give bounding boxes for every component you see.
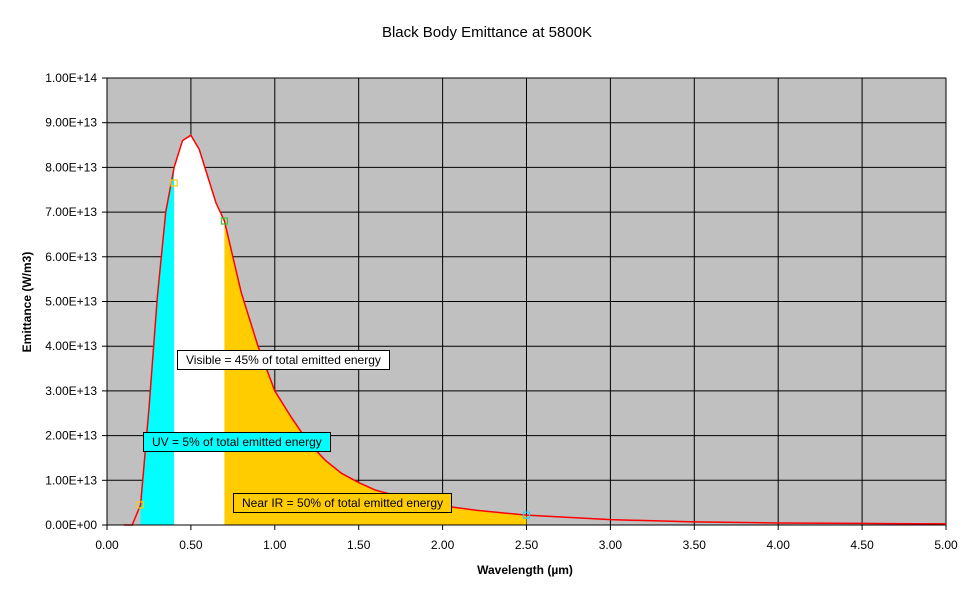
x-tick-label: 5.00 — [934, 538, 958, 552]
x-tick-label: 3.50 — [683, 538, 707, 552]
y-tick-label: 4.00E+13 — [45, 339, 97, 353]
data-marker — [136, 501, 145, 509]
x-axis-label: Wavelength (µm) — [477, 563, 573, 577]
x-tick-label: 4.00 — [767, 538, 791, 552]
x-tick-label: 2.50 — [515, 538, 539, 552]
x-tick-label: 1.00 — [263, 538, 287, 552]
y-tick-label: 8.00E+13 — [45, 160, 97, 174]
y-axis-label: Emittance (W/m3) — [20, 252, 34, 353]
y-tick-label: 2.00E+13 — [45, 429, 97, 443]
x-tick-label: 0.50 — [179, 538, 203, 552]
y-tick-label: 1.00E+13 — [45, 473, 97, 487]
x-tick-label: 1.50 — [347, 538, 371, 552]
region-visible — [174, 135, 225, 525]
y-tick-label: 3.00E+13 — [45, 384, 97, 398]
y-tick-label: 1.00E+14 — [45, 71, 97, 85]
visible-annotation: Visible = 45% of total emitted energy — [177, 350, 390, 370]
y-tick-label: 6.00E+13 — [45, 250, 97, 264]
data-marker — [220, 217, 229, 225]
y-tick-label: 0.00E+00 — [45, 518, 97, 532]
data-marker — [522, 511, 531, 519]
plot-area: 0.00 0.50 1.00 1.50 2.00 2.50 3.00 3.50 4.00 4.50… — [45, 71, 958, 552]
x-tick-label: 2.00 — [431, 538, 455, 552]
near-ir-annotation: Near IR = 50% of total emitted energy — [233, 493, 453, 513]
uv-annotation: UV = 5% of total emitted energy — [143, 432, 331, 452]
x-tick-label: 3.00 — [599, 538, 623, 552]
y-tick-label: 5.00E+13 — [45, 295, 97, 309]
y-tick-label: 7.00E+13 — [45, 205, 97, 219]
y-tick-label: 9.00E+13 — [45, 116, 97, 130]
x-tick-label: 4.50 — [850, 538, 874, 552]
chart-title: Black Body Emittance at 5800K — [382, 24, 592, 41]
emittance-curve — [123, 134, 947, 526]
x-tick-label: 0.00 — [95, 538, 119, 552]
data-marker — [170, 179, 178, 187]
